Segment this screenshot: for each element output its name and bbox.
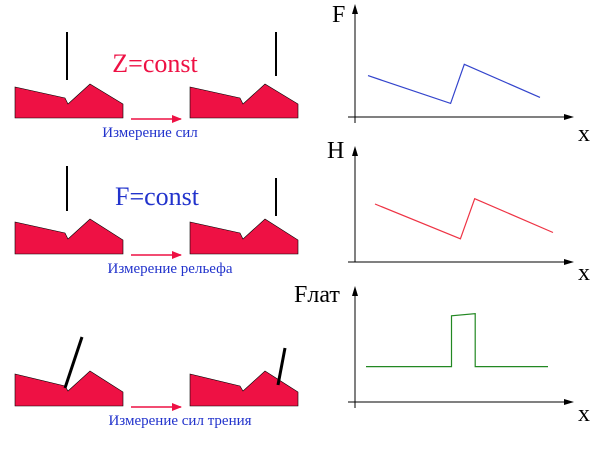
force-curve <box>367 63 541 105</box>
x-axis-arrow <box>564 399 574 405</box>
probe-tip-right-tilted <box>276 347 287 386</box>
row-force-mode: Z=const Измерение сил F x <box>14 2 590 147</box>
height-curve <box>374 197 554 240</box>
probe-tip-left-tilted <box>63 336 84 389</box>
lateral-force-curve <box>366 312 548 368</box>
y-axis-arrow <box>352 146 358 156</box>
caption: Измерение рельефа <box>107 261 232 277</box>
caption: Измерение сил трения <box>108 413 251 429</box>
x-axis-label: x <box>578 121 590 147</box>
y-axis-arrow <box>352 4 358 14</box>
y-axis-label: F <box>332 2 345 28</box>
height-chart: H x <box>327 138 590 286</box>
row-lateral-mode: Измерение сил трения Fлат x <box>14 282 590 429</box>
force-chart: F x <box>332 2 590 147</box>
y-axis-label: Fлат <box>294 282 340 308</box>
mode-label: Z=const <box>112 49 198 78</box>
sample-surface-left <box>14 83 124 119</box>
x-axis-label: x <box>578 260 590 286</box>
y-axis-arrow <box>352 286 358 296</box>
sample-surface-right <box>189 370 299 407</box>
x-axis-arrow <box>564 259 574 265</box>
y-axis-label: H <box>327 138 344 164</box>
mode-label: F=const <box>115 182 200 211</box>
sample-surface-right <box>189 83 299 119</box>
sample-surface-right <box>189 218 299 255</box>
x-axis-label: x <box>578 401 590 427</box>
row-height-mode: F=const Измерение рельефа H x <box>14 138 590 286</box>
sample-surface-left <box>14 218 124 255</box>
x-axis-arrow <box>564 114 574 120</box>
lateral-force-chart: Fлат x <box>294 282 590 427</box>
caption: Измерение сил <box>102 125 198 141</box>
